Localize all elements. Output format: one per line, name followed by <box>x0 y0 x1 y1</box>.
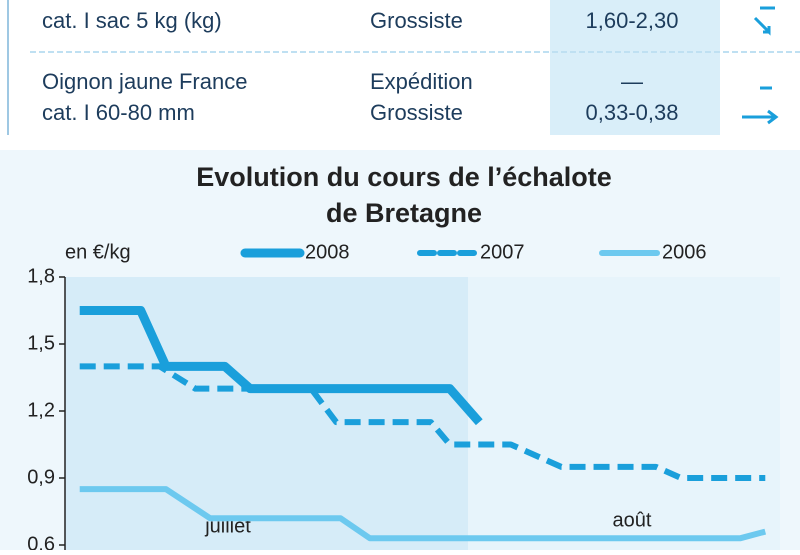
trend-arrow-flat <box>742 109 779 125</box>
table-cell: cat. I 60-80 mm <box>42 100 195 125</box>
table-cell: 1,60-2,30 <box>586 8 679 33</box>
series-line <box>79 486 767 542</box>
y-tick-label: 1,8 <box>27 265 55 287</box>
legend-label: 2006 <box>662 241 707 263</box>
chart-title: Evolution du cours de l’échalote <box>196 162 612 192</box>
table-cell: Expédition <box>370 69 473 94</box>
table-cell: Grossiste <box>370 100 463 125</box>
legend-label: 2008 <box>305 241 350 263</box>
table-cell: cat. I sac 5 kg (kg) <box>42 8 222 33</box>
legend-label: 2007 <box>480 241 525 263</box>
series-line <box>79 363 766 481</box>
y-axis-label: en €/kg <box>65 241 131 263</box>
table-cell: Oignon jaune France <box>42 69 247 94</box>
price-column <box>550 0 720 135</box>
table-cell: 0,33-0,38 <box>586 100 679 125</box>
july-region <box>65 277 468 550</box>
table-cell: — <box>621 69 643 94</box>
table-cell: Grossiste <box>370 8 463 33</box>
y-tick-label: 1,2 <box>27 399 55 421</box>
y-tick-label: 1,5 <box>27 332 55 354</box>
y-tick-label: 0,6 <box>27 533 55 550</box>
trend-arrow-down <box>753 6 775 36</box>
y-tick-label: 0,9 <box>27 466 55 488</box>
series-line <box>79 306 483 426</box>
august-region <box>468 277 780 550</box>
month-label: août <box>613 509 652 531</box>
chart-subtitle: de Bretagne <box>326 198 482 228</box>
